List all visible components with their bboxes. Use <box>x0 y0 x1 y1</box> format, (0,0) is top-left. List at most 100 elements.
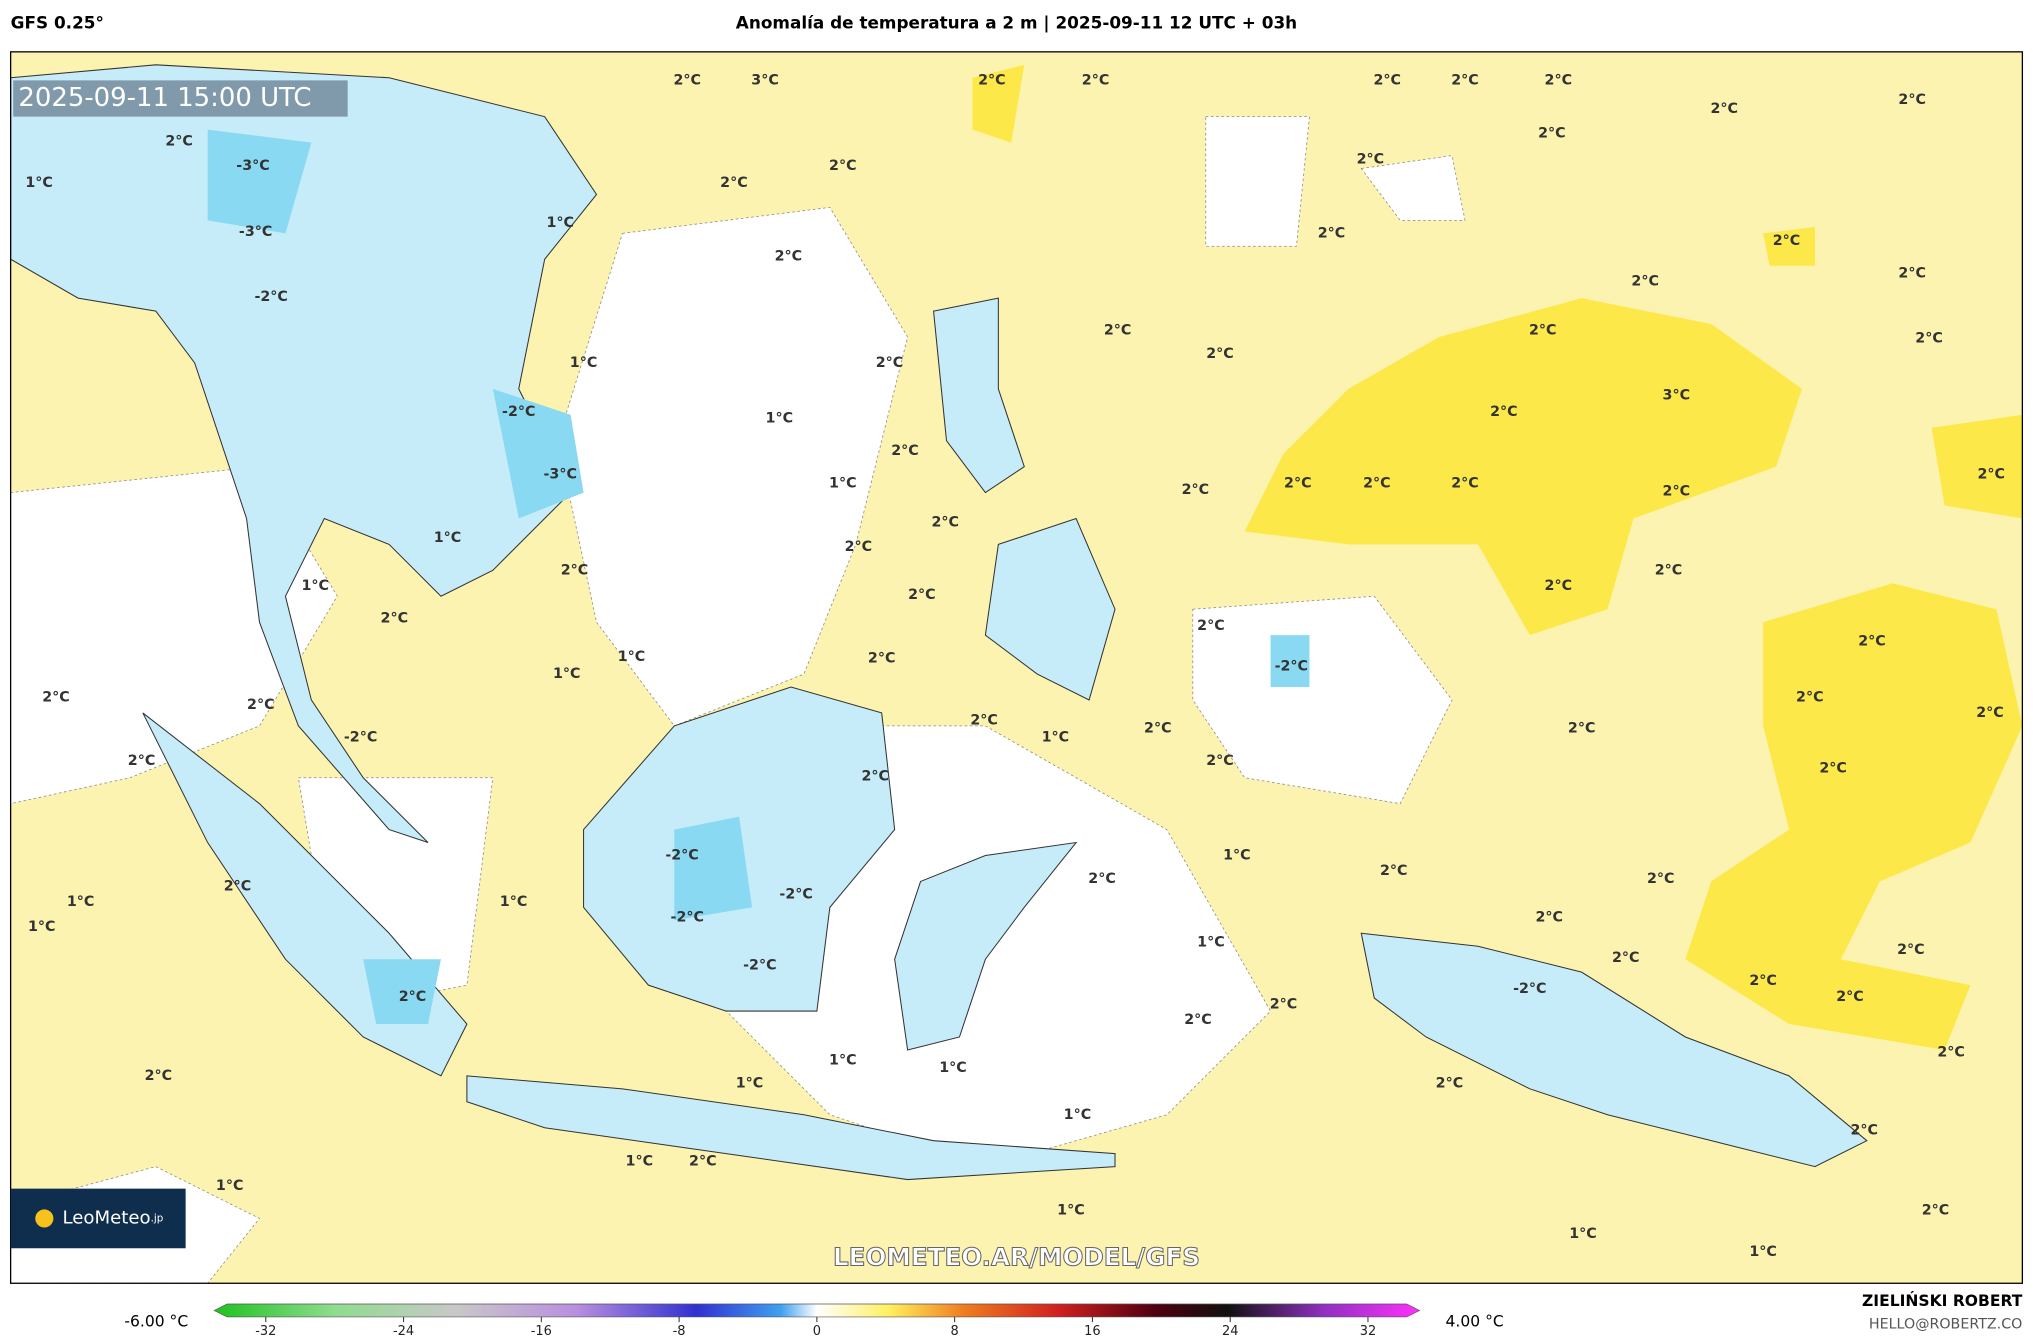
contour-label: 2°C <box>247 697 274 713</box>
contour-label: -2°C <box>665 848 698 864</box>
contour-label: 2°C <box>1898 266 1926 282</box>
contour-label: -2°C <box>344 730 377 746</box>
map: 2°C 3°C 2°C 2°C 2°C 2°C 2°C 2°C 2°C 2°C 2°C 2°C -3°C… <box>10 51 2023 1284</box>
contour-label: 2°C <box>1538 126 1566 142</box>
contour-label: 2°C <box>970 713 998 729</box>
logo-sun <box>35 1209 54 1228</box>
email: HELLO@ROBERTZ.CO <box>1869 1317 2022 1333</box>
contour-label: 1°C <box>626 1153 654 1169</box>
contour-label: 2°C <box>1631 273 1658 289</box>
contour-label: 2°C <box>1206 346 1233 362</box>
colorbar <box>213 1303 1421 1318</box>
contour-label: 1°C <box>434 530 462 546</box>
contour-label: 2°C <box>868 650 896 666</box>
contour-label: 2°C <box>399 989 427 1005</box>
contour-label: 1°C <box>939 1060 966 1076</box>
colorbar-tick-label: 0 <box>813 1324 821 1339</box>
contour-label: 2°C <box>381 610 409 626</box>
contour-label: 2°C <box>1535 910 1563 926</box>
contour-label: 1°C <box>546 215 574 231</box>
colorbar-tick-label: -32 <box>255 1324 276 1339</box>
contour-label: 2°C <box>1898 92 1926 108</box>
contour-label: 1°C <box>28 919 56 935</box>
contour-label: 1°C <box>25 175 53 191</box>
contour-label: 2°C <box>1373 72 1401 88</box>
contour-label: 2°C <box>1915 330 1943 346</box>
watermark: LEOMETEO.AR/MODEL/GFS <box>833 1243 1200 1272</box>
contour-label: 2°C <box>561 562 589 578</box>
contour-label: 2°C <box>1357 151 1385 167</box>
colorbar-ticks: -32 -24 -16 -8 0 8 16 24 32 <box>255 1316 1376 1339</box>
contour-label: 2°C <box>1436 1076 1464 1092</box>
contour-label: 2°C <box>1451 72 1479 88</box>
contour-label: 1°C <box>829 475 857 491</box>
land-cool <box>10 64 1868 1181</box>
contour-label: 2°C <box>1710 101 1738 117</box>
contour-label: 2°C <box>1850 1122 1878 1138</box>
contour-label: 2°C <box>42 689 69 705</box>
contour-label: 2°C <box>1206 753 1233 769</box>
contour-label: 1°C <box>301 578 329 594</box>
contour-label: 2°C <box>674 72 702 88</box>
contour-label: 2°C <box>1184 1012 1212 1028</box>
timestamp-box <box>13 80 348 117</box>
contour-label: -2°C <box>743 958 776 974</box>
contour-label: 1°C <box>553 666 581 682</box>
contour-label: 3°C <box>1663 387 1691 403</box>
contour-label: 2°C <box>1612 950 1640 966</box>
contour-label: 2°C <box>978 72 1005 88</box>
colorbar-tick-label: -8 <box>673 1324 686 1339</box>
contour-label: 2°C <box>1380 863 1408 879</box>
contour-label: 1°C <box>1197 934 1225 950</box>
contour-label: 2°C <box>861 768 888 784</box>
colorbar-tick-label: -24 <box>393 1324 414 1339</box>
contour-label: 2°C <box>1796 689 1824 705</box>
contour-label: 1°C <box>618 649 646 665</box>
contour-label: -2°C <box>254 289 287 305</box>
colorbar-tick-label: 16 <box>1084 1324 1100 1339</box>
map-frame <box>9 51 2024 1284</box>
colorbar-tick-label: 24 <box>1222 1324 1238 1339</box>
contour-label: 2°C <box>1270 997 1298 1013</box>
contour-label: 1°C <box>1057 1203 1085 1219</box>
contour-label: 2°C <box>1976 705 2004 721</box>
contour-label: -3°C <box>239 224 272 240</box>
colorbar-min-label: -6.00 °C <box>124 1313 188 1331</box>
contour-label: 1°C <box>1064 1107 1092 1123</box>
contour-label: 1°C <box>829 1052 857 1068</box>
contour-label: -3°C <box>236 158 269 174</box>
contour-label: 1°C <box>67 894 95 910</box>
contour-label: 2°C <box>689 1153 717 1169</box>
contour-label: 2°C <box>1819 761 1847 777</box>
land-cold <box>207 129 1310 1025</box>
contour-label: 1°C <box>216 1178 243 1194</box>
contour-label: 2°C <box>128 753 156 769</box>
warm-areas <box>972 64 2023 1050</box>
contour-label: 2°C <box>1655 562 1683 578</box>
contour-label: 2°C <box>1490 404 1518 420</box>
colorbar-max-label: 4.00 °C <box>1446 1313 1504 1331</box>
contour-label: 2°C <box>1749 973 1777 989</box>
contour-label: 2°C <box>1858 634 1886 650</box>
contour-label: 2°C <box>1082 72 1110 88</box>
contour-label: -2°C <box>502 404 535 420</box>
colorbar-tick-label: -16 <box>531 1324 552 1339</box>
contour-label: 2°C <box>1182 482 1210 498</box>
contour-label: 2°C <box>845 539 873 555</box>
contour-label: 2°C <box>891 443 918 459</box>
contour-label: 2°C <box>1529 323 1557 339</box>
contour-label: 2°C <box>1568 720 1596 736</box>
contour-label: 2°C <box>1284 475 1312 491</box>
model-name: GFS 0.25° <box>11 12 104 32</box>
contour-label: 2°C <box>1937 1045 1965 1061</box>
author: ZIELIŃSKI ROBERT <box>1862 1291 2023 1310</box>
contour-label: -2°C <box>1275 658 1308 674</box>
contour-label: 2°C <box>1545 578 1572 594</box>
contour-label: -2°C <box>671 910 704 926</box>
contour-label: 2°C <box>876 355 904 371</box>
contour-label: 1°C <box>1749 1244 1777 1260</box>
contour-label: 2°C <box>1144 720 1172 736</box>
contour-label: 2°C <box>1104 323 1132 339</box>
